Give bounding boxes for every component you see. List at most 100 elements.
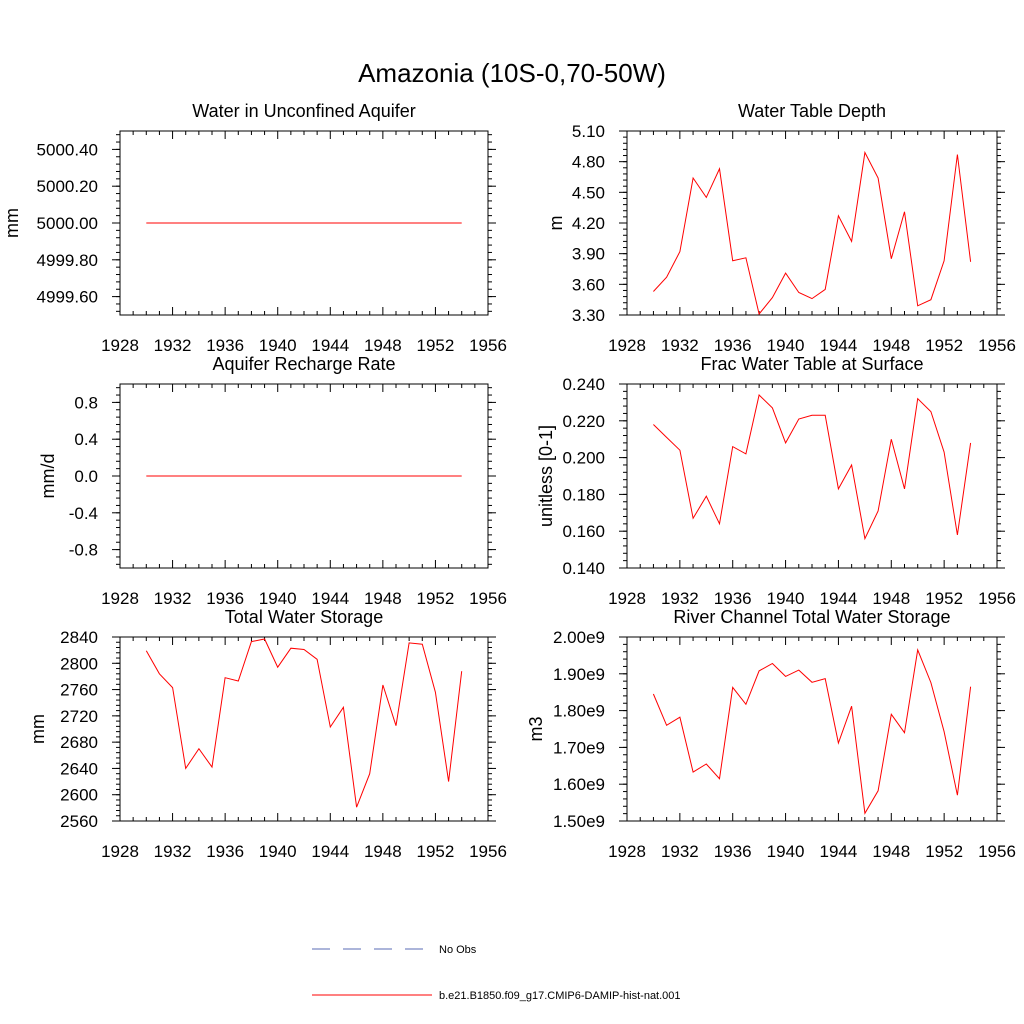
x-tick-label: 1932 <box>661 336 699 355</box>
y-tick-label: 0.220 <box>562 412 605 431</box>
y-tick-label: 0.180 <box>562 485 605 504</box>
x-tick-label: 1940 <box>259 842 297 861</box>
x-tick-label: 1952 <box>417 842 455 861</box>
y-tick-label: 0.4 <box>74 430 98 449</box>
x-tick-label: 1944 <box>820 336 858 355</box>
x-tick-label: 1928 <box>608 842 646 861</box>
x-tick-label: 1928 <box>608 589 646 608</box>
x-tick-label: 1956 <box>469 336 507 355</box>
x-tick-label: 1948 <box>872 336 910 355</box>
panel-title: Total Water Storage <box>225 607 383 627</box>
x-tick-label: 1944 <box>820 842 858 861</box>
x-tick-label: 1936 <box>714 336 752 355</box>
x-tick-label: 1944 <box>311 336 349 355</box>
x-tick-label: 1952 <box>417 589 455 608</box>
y-tick-label: 1.80e9 <box>553 702 605 721</box>
x-tick-label: 1956 <box>469 589 507 608</box>
y-tick-label: 5.10 <box>572 122 605 141</box>
y-tick-label: 2720 <box>60 707 98 726</box>
y-tick-label: 5000.20 <box>37 177 98 196</box>
y-tick-label: 2600 <box>60 786 98 805</box>
x-tick-label: 1944 <box>311 842 349 861</box>
y-tick-label: 1.70e9 <box>553 738 605 757</box>
y-tick-label: 0.0 <box>74 467 98 486</box>
y-tick-label: 2840 <box>60 628 98 647</box>
x-tick-label: 1932 <box>661 589 699 608</box>
x-tick-label: 1928 <box>101 842 139 861</box>
x-tick-label: 1940 <box>259 336 297 355</box>
panel-4: Frac Water Table at Surface 1928 1932 1936 1… <box>536 354 1016 608</box>
y-tick-label: 3.60 <box>572 275 605 294</box>
x-tick-label: 1940 <box>767 589 805 608</box>
y-tick-label: 2640 <box>60 759 98 778</box>
y-tick-label: 3.90 <box>572 245 605 264</box>
series-line <box>652 648 972 815</box>
x-tick-label: 1956 <box>978 589 1016 608</box>
y-axis-label: m3 <box>526 716 546 741</box>
x-tick-label: 1952 <box>925 589 963 608</box>
y-tick-label: 0.140 <box>562 559 605 578</box>
y-axis-label: m <box>546 216 566 231</box>
y-tick-label: 2.00e9 <box>553 628 605 647</box>
y-tick-label: 0.8 <box>74 393 98 412</box>
panel-title: Frac Water Table at Surface <box>700 354 923 374</box>
x-tick-label: 1948 <box>364 336 402 355</box>
x-tick-label: 1936 <box>206 589 244 608</box>
y-tick-label: 4999.60 <box>37 288 98 307</box>
panel-title: Aquifer Recharge Rate <box>212 354 395 374</box>
panel-title: Water in Unconfined Aquifer <box>192 101 415 121</box>
x-tick-label: 1936 <box>206 336 244 355</box>
x-tick-label: 1936 <box>714 842 752 861</box>
x-tick-label: 1956 <box>978 336 1016 355</box>
x-tick-label: 1940 <box>767 336 805 355</box>
y-tick-label: 4.50 <box>572 183 605 202</box>
x-tick-label: 1948 <box>364 842 402 861</box>
x-tick-label: 1940 <box>767 842 805 861</box>
y-tick-label: 1.50e9 <box>553 812 605 831</box>
y-tick-label: 3.30 <box>572 306 605 325</box>
y-tick-label: 2800 <box>60 654 98 673</box>
y-tick-label: 0.160 <box>562 522 605 541</box>
x-tick-label: 1952 <box>925 336 963 355</box>
panels: Water in Unconfined Aquifer 1928 1932 1936 1… <box>2 101 1016 861</box>
x-tick-label: 1928 <box>608 336 646 355</box>
panel-3: Aquifer Recharge Rate 1928 1932 1936 1940 194… <box>38 354 507 608</box>
x-tick-label: 1936 <box>206 842 244 861</box>
y-tick-label: 4.80 <box>572 153 605 172</box>
x-tick-label: 1932 <box>154 336 192 355</box>
y-axis-label: mm <box>2 208 22 238</box>
y-tick-label: -0.4 <box>69 504 98 523</box>
figure-title: Amazonia (10S-0,70-50W) <box>358 58 666 88</box>
x-tick-label: 1940 <box>259 589 297 608</box>
x-tick-label: 1952 <box>417 336 455 355</box>
panel-6: River Channel Total Water Storage 1928 193… <box>526 607 1016 861</box>
y-tick-label: 4999.80 <box>37 251 98 270</box>
legend-obs-label: No Obs <box>439 944 477 956</box>
y-tick-label: 0.240 <box>562 375 605 394</box>
x-tick-label: 1928 <box>101 589 139 608</box>
y-tick-label: 2560 <box>60 812 98 831</box>
series-line <box>145 638 463 808</box>
panel-title: Water Table Depth <box>738 101 886 121</box>
plot-frame <box>626 383 998 569</box>
x-tick-label: 1948 <box>872 589 910 608</box>
x-tick-label: 1948 <box>364 589 402 608</box>
panel-title: River Channel Total Water Storage <box>673 607 950 627</box>
y-tick-label: 2760 <box>60 681 98 700</box>
panel-1: Water in Unconfined Aquifer 1928 1932 1936 1… <box>2 101 507 355</box>
y-tick-label: 1.90e9 <box>553 665 605 684</box>
y-tick-label: 5000.40 <box>37 140 98 159</box>
x-tick-label: 1944 <box>820 589 858 608</box>
y-tick-label: 2680 <box>60 733 98 752</box>
x-tick-label: 1948 <box>872 842 910 861</box>
y-axis-label: mm/d <box>38 454 58 499</box>
y-tick-label: 4.20 <box>572 214 605 233</box>
legend-model-label: b.e21.B1850.f09_g17.CMIP6-DAMIP-hist-nat… <box>439 990 681 1002</box>
y-tick-label: 0.200 <box>562 449 605 468</box>
x-tick-label: 1944 <box>311 589 349 608</box>
y-tick-label: 1.60e9 <box>553 775 605 794</box>
x-tick-label: 1932 <box>154 589 192 608</box>
x-tick-label: 1928 <box>101 336 139 355</box>
x-tick-label: 1952 <box>925 842 963 861</box>
plot-frame <box>626 130 998 316</box>
